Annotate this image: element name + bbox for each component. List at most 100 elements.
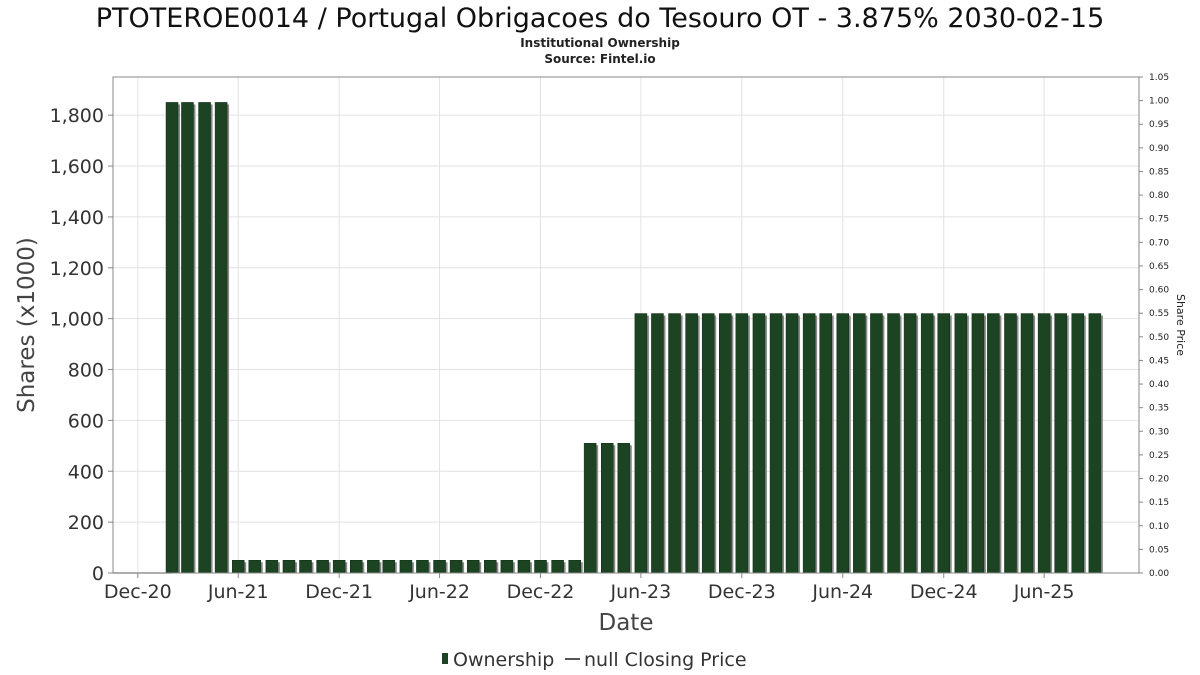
y-right-tick-label: 0.85 <box>1149 167 1169 177</box>
left-y-axis: 0 200 400 600 800 1,000 1,200 1,400 1,600 1,800 <box>50 105 113 585</box>
x-tick-label: Jun-24 <box>811 581 873 603</box>
y-right-tick-label: 0.55 <box>1149 309 1169 319</box>
ownership-bar <box>600 443 614 574</box>
x-tick-label: Dec-21 <box>305 581 373 603</box>
ownership-bar <box>165 102 179 574</box>
x-tick-label: Dec-22 <box>507 581 575 603</box>
ownership-bar <box>971 313 985 574</box>
y-right-tick-label: 0.10 <box>1149 522 1169 532</box>
ownership-bar <box>903 313 917 574</box>
y-axis-right-label: Share Price <box>1174 294 1187 356</box>
y-tick-label: 1,400 <box>50 207 104 229</box>
ownership-bar <box>551 560 564 574</box>
y-tick-label: 800 <box>68 360 104 382</box>
y-right-tick-label: 1.05 <box>1149 73 1169 83</box>
ownership-bar <box>1004 313 1017 574</box>
ownership-bar <box>1054 313 1067 574</box>
ownership-bar <box>634 313 648 574</box>
ownership-bar <box>316 560 329 574</box>
ownership-bar <box>568 560 581 574</box>
y-right-tick-label: 0.25 <box>1149 451 1169 461</box>
ownership-bar <box>350 560 363 574</box>
ownership-bar <box>214 102 228 574</box>
ownership-bar <box>466 560 480 574</box>
ownership-bar <box>1071 313 1085 574</box>
ownership-bar <box>1037 313 1051 574</box>
y-right-tick-label: 0.30 <box>1149 427 1169 437</box>
chart-title: PTOTEROE0014 / Portugal Obrigacoes do Te… <box>96 3 1105 34</box>
ownership-bar <box>785 313 799 574</box>
ownership-bar <box>332 560 346 574</box>
ownership-bar <box>920 313 934 574</box>
ownership-bar <box>836 313 850 574</box>
ownership-bar <box>265 560 279 574</box>
y-right-tick-label: 0.70 <box>1149 238 1169 248</box>
chart-subtitle: Institutional Ownership <box>520 36 680 50</box>
ownership-bar <box>1088 313 1102 574</box>
ownership-bar <box>937 313 950 574</box>
x-tick-label: Dec-24 <box>910 581 978 603</box>
x-tick-label: Dec-20 <box>104 581 172 603</box>
ownership-bar <box>819 313 832 574</box>
legend-ownership-swatch <box>442 653 448 664</box>
ownership-bar <box>853 313 866 574</box>
y-tick-label: 1,800 <box>50 105 104 127</box>
y-tick-label: 1,600 <box>50 156 104 178</box>
ownership-bar <box>954 313 968 574</box>
y-right-tick-label: 0.40 <box>1149 380 1169 390</box>
y-tick-label: 1,200 <box>50 258 104 280</box>
y-right-tick-label: 1.00 <box>1149 97 1169 107</box>
y-tick-label: 400 <box>68 461 104 483</box>
ownership-bar <box>367 560 380 574</box>
ownership-bar <box>802 313 816 574</box>
y-right-tick-label: 0.95 <box>1149 120 1169 130</box>
y-tick-label: 1,000 <box>50 309 104 331</box>
y-right-tick-label: 0.00 <box>1149 569 1169 579</box>
ownership-bar <box>987 313 1000 574</box>
right-y-axis: 0.00 0.05 0.10 0.15 0.20 0.25 0.30 0.35 0.40 0.45… <box>1139 73 1169 579</box>
ownership-bar <box>231 560 245 574</box>
ownership-bar <box>449 560 463 574</box>
y-right-tick-label: 0.60 <box>1149 286 1169 296</box>
ownership-bar <box>198 102 211 574</box>
y-tick-label: 600 <box>68 410 104 432</box>
y-right-tick-label: 0.65 <box>1149 262 1169 272</box>
ownership-bar <box>735 313 749 574</box>
y-right-tick-label: 0.20 <box>1149 475 1169 485</box>
y-right-tick-label: 0.35 <box>1149 404 1169 414</box>
ownership-bar <box>651 313 664 574</box>
y-right-tick-label: 0.75 <box>1149 215 1169 225</box>
ownership-bar <box>416 560 429 574</box>
y-right-tick-label: 0.50 <box>1149 333 1169 343</box>
y-tick-label: 200 <box>68 512 104 534</box>
x-axis: Dec-20 Jun-21 Dec-21 Jun-22 Dec-22 Jun-23 Dec-… <box>104 573 1075 603</box>
ownership-bar <box>181 102 194 574</box>
ownership-bar <box>701 313 715 574</box>
ownership-bar <box>887 313 900 574</box>
ownership-bar <box>685 313 698 574</box>
legend: Ownership null Closing Price <box>442 649 747 671</box>
ownership-bar <box>769 313 783 574</box>
ownership-bar <box>583 443 597 574</box>
ownership-bar <box>752 313 766 574</box>
ownership-bar <box>668 313 681 574</box>
ownership-bar <box>517 560 531 574</box>
ownership-bar <box>500 560 514 574</box>
ownership-bar <box>399 560 413 574</box>
ownership-bar <box>382 560 396 574</box>
y-right-tick-label: 0.90 <box>1149 144 1169 154</box>
y-tick-label: 0 <box>92 563 104 585</box>
ownership-bar <box>299 560 312 574</box>
x-tick-label: Jun-21 <box>207 581 269 603</box>
ownership-bar <box>484 560 497 574</box>
x-tick-label: Jun-25 <box>1013 581 1075 603</box>
ownership-bar <box>617 443 631 574</box>
ownership-bar <box>719 313 732 574</box>
x-axis-label: Date <box>599 610 654 636</box>
x-tick-label: Jun-23 <box>610 581 672 603</box>
legend-closing-price-label: null Closing Price <box>584 649 747 671</box>
plot-frame <box>112 76 1140 574</box>
y-right-tick-label: 0.45 <box>1149 356 1169 366</box>
y-axis-label: Shares (x1000) <box>14 237 40 413</box>
